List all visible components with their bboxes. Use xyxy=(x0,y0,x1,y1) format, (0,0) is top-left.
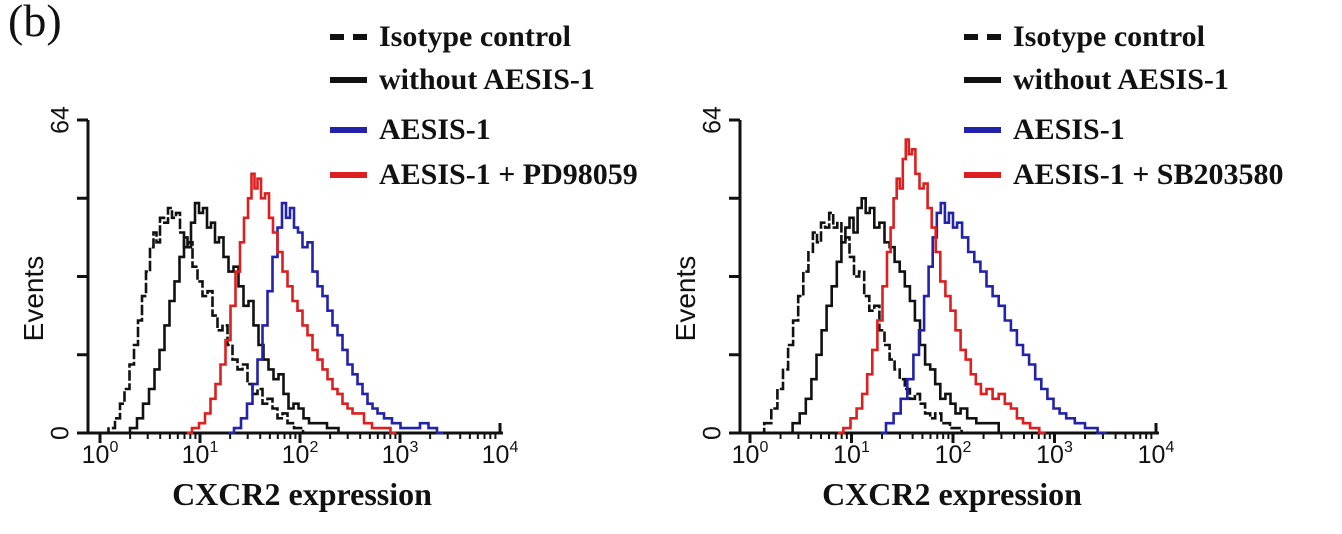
x-tick-label-10^4: 104 xyxy=(1138,439,1175,469)
curve-aesis-1-pd98059 xyxy=(186,172,397,435)
y-tick-label-64: 64 xyxy=(699,106,727,134)
legend-label: Isotype control xyxy=(1013,20,1205,53)
x-tick-label-10^1: 101 xyxy=(182,439,219,469)
x-tick-label-10^2: 102 xyxy=(935,439,972,469)
dashed-line-swatch-icon xyxy=(330,34,367,40)
legend-label: AESIS-1 xyxy=(1013,113,1125,146)
x-axis-title-left: CXCR2 expression xyxy=(172,476,432,512)
x-tick-label-10^0: 100 xyxy=(732,439,769,469)
legend-item-isotype-control: Isotype control xyxy=(964,22,1205,52)
y-tick-label-0: 0 xyxy=(699,426,727,440)
legend-item-isotype-control: Isotype control xyxy=(330,22,571,52)
solid-line-swatch-icon xyxy=(964,172,1001,178)
x-tick-label-10^3: 103 xyxy=(1036,439,1073,469)
x-tick-label-10^3: 103 xyxy=(382,439,419,469)
solid-line-swatch-icon xyxy=(330,172,367,178)
x-tick-label-10^4: 104 xyxy=(482,439,519,469)
panel-label: (b) xyxy=(8,0,62,46)
curve-isotype-control xyxy=(103,206,310,435)
curve-without-aesis-1 xyxy=(787,197,1006,435)
x-axis-title-right: CXCR2 expression xyxy=(822,476,1082,512)
legend-item-aesis-1-pd98059: AESIS-1 + PD98059 xyxy=(330,160,638,190)
solid-line-swatch-icon xyxy=(964,77,1001,83)
curve-aesis-1 xyxy=(880,201,1107,435)
dashed-line-swatch-icon xyxy=(964,34,1001,40)
y-axis-label: Events xyxy=(670,256,701,342)
legend-label: without AESIS-1 xyxy=(379,63,595,96)
legend-item-aesis-1: AESIS-1 xyxy=(330,115,491,145)
legend-label: AESIS-1 xyxy=(379,113,491,146)
curve-aesis-1-sb203580 xyxy=(838,138,1046,435)
x-tick-label-10^0: 100 xyxy=(82,439,119,469)
solid-line-swatch-icon xyxy=(330,77,367,83)
legend-label: Isotype control xyxy=(379,20,571,53)
y-tick-label-0: 0 xyxy=(47,426,75,440)
legend-item-without-aesis-1: without AESIS-1 xyxy=(964,65,1229,95)
curve-isotype-control xyxy=(758,211,970,435)
solid-line-swatch-icon xyxy=(330,127,367,133)
x-tick-label-10^1: 101 xyxy=(833,439,870,469)
curve-aesis-1 xyxy=(228,201,444,435)
legend-label: AESIS-1 + SB203580 xyxy=(1013,158,1284,191)
x-tick-label-10^2: 102 xyxy=(282,439,319,469)
curve-without-aesis-1 xyxy=(124,201,347,435)
legend-label: AESIS-1 + PD98059 xyxy=(379,158,638,191)
legend-label: without AESIS-1 xyxy=(1013,63,1229,96)
legend-item-aesis-1-sb203580: AESIS-1 + SB203580 xyxy=(964,160,1284,190)
solid-line-swatch-icon xyxy=(964,127,1001,133)
y-axis-label: Events xyxy=(18,256,49,342)
legend-item-aesis-1: AESIS-1 xyxy=(964,115,1125,145)
y-tick-label-64: 64 xyxy=(47,106,75,134)
legend-item-without-aesis-1: without AESIS-1 xyxy=(330,65,595,95)
